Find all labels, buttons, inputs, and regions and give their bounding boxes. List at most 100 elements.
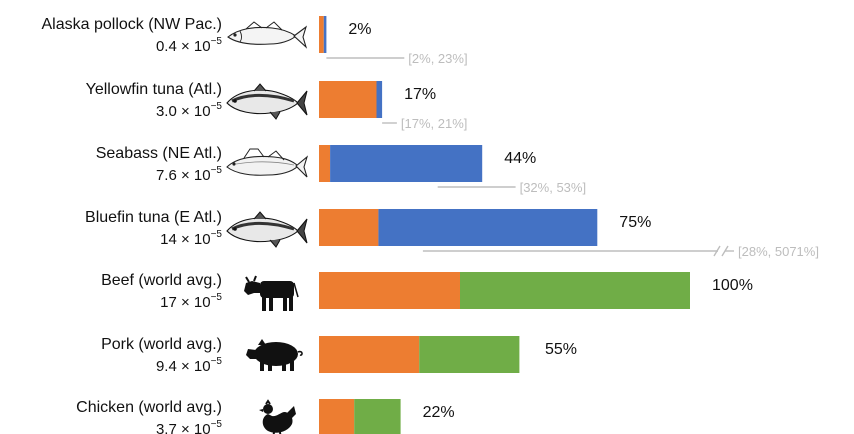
tuna-body — [226, 217, 299, 243]
tuna-eye — [233, 227, 237, 231]
pig-leg — [290, 361, 294, 371]
ci-label: [32%, 53%] — [520, 180, 587, 195]
row-value: 0.4 × 10−5 — [156, 36, 222, 55]
value-mantissa: 17 — [160, 294, 177, 311]
value-exponent: −5 — [211, 165, 223, 176]
chicken-icon — [259, 399, 296, 434]
cow-leg — [269, 296, 273, 311]
row-label: Bluefin tuna (E Atl.) — [85, 209, 222, 226]
pig-head — [246, 349, 258, 359]
bar-segment-base — [319, 336, 420, 373]
seabass-eye — [232, 162, 236, 166]
row-value: 9.4 × 10−5 — [156, 356, 222, 375]
chicken-tail — [286, 406, 296, 420]
bar-segment-extra — [378, 209, 598, 246]
cow-leg — [262, 296, 266, 311]
tuna-fin — [253, 83, 281, 120]
percent-label: 44% — [504, 150, 536, 167]
cow-leg — [289, 296, 293, 311]
seabass-body — [226, 155, 299, 176]
seabass-line — [235, 161, 295, 166]
cow-head — [244, 281, 260, 295]
chicken-comb — [265, 399, 271, 405]
value-mantissa: 3.0 — [156, 103, 177, 120]
value-mantissa: 0.4 — [156, 38, 177, 55]
row-value: 17 × 10−5 — [160, 292, 222, 311]
ci-label: [28%, 5071%] — [738, 244, 819, 259]
value-times: × 10 — [177, 103, 211, 120]
value-times: × 10 — [177, 294, 211, 311]
value-times: × 10 — [177, 167, 211, 184]
ci-break-mark — [713, 245, 721, 257]
bar-segment-extra — [419, 336, 520, 373]
pig-ear — [258, 339, 266, 345]
tuna-tail — [296, 90, 308, 116]
value-exponent: −5 — [211, 36, 223, 47]
value-exponent: −5 — [211, 419, 223, 430]
bar-segment-extra — [323, 16, 327, 53]
value-times: × 10 — [177, 38, 211, 55]
value-exponent: −5 — [211, 356, 223, 367]
cow-horn — [245, 275, 257, 283]
tuna-icon — [226, 211, 308, 248]
seabass-fin — [243, 148, 285, 161]
value-exponent: −5 — [211, 292, 223, 303]
fish-tail — [293, 25, 308, 49]
bar-segment-base — [319, 399, 355, 434]
bar-segment-extra — [330, 145, 483, 182]
row-label: Chicken (world avg.) — [76, 399, 222, 416]
fish-fin — [245, 21, 283, 31]
pig-leg — [268, 362, 272, 371]
bar-segment-base — [319, 272, 460, 309]
cow-body — [260, 281, 294, 298]
bar-segment-extra — [460, 272, 690, 309]
chicken-head — [263, 404, 273, 414]
cow-icon — [244, 275, 299, 311]
percent-label: 2% — [348, 21, 371, 38]
value-times: × 10 — [177, 358, 211, 375]
ci-label: [17%, 21%] — [401, 116, 468, 131]
percent-label: 100% — [712, 277, 753, 294]
bar-segment-base — [319, 209, 379, 246]
chicken-beak — [259, 409, 263, 412]
row-label: Alaska pollock (NW Pac.) — [42, 16, 223, 33]
bar-segment-extra — [376, 81, 383, 118]
row-label: Pork (world avg.) — [101, 336, 222, 353]
fish-gill — [239, 30, 242, 43]
percent-label: 55% — [545, 341, 577, 358]
bar-segment-extra — [354, 399, 401, 434]
fish-body — [227, 26, 297, 45]
row-value: 7.6 × 10−5 — [156, 165, 222, 184]
tuna-body — [226, 89, 299, 115]
value-exponent: −5 — [211, 229, 223, 240]
value-mantissa: 7.6 — [156, 167, 177, 184]
chicken-body — [262, 412, 293, 433]
fish-eye — [233, 33, 237, 37]
tuna-stripe — [231, 93, 295, 103]
pig-leg — [282, 362, 286, 371]
pig-leg — [260, 361, 264, 371]
bar-segment-base — [319, 16, 324, 53]
cow-tail — [293, 282, 299, 298]
percent-label: 75% — [619, 214, 651, 231]
row-value: 14 × 10−5 — [160, 229, 222, 248]
seabass-tail — [295, 155, 309, 178]
value-mantissa: 14 — [160, 231, 177, 248]
tuna-stripe — [231, 221, 295, 231]
pig-tail — [297, 350, 303, 356]
ci-label: [2%, 23%] — [408, 51, 467, 66]
seabass-icon — [226, 148, 309, 178]
bar-segment-base — [319, 145, 331, 182]
row-value: 3.0 × 10−5 — [156, 101, 222, 120]
tuna-tail — [296, 218, 308, 244]
value-times: × 10 — [177, 231, 211, 248]
value-times: × 10 — [177, 421, 211, 434]
chicken-leg — [272, 431, 282, 434]
percent-label: 22% — [423, 404, 455, 421]
bar-segment-base — [319, 81, 377, 118]
row-label: Beef (world avg.) — [101, 272, 222, 289]
tuna-fin — [253, 211, 281, 248]
percent-label: 17% — [404, 86, 436, 103]
tuna-icon — [226, 83, 308, 120]
